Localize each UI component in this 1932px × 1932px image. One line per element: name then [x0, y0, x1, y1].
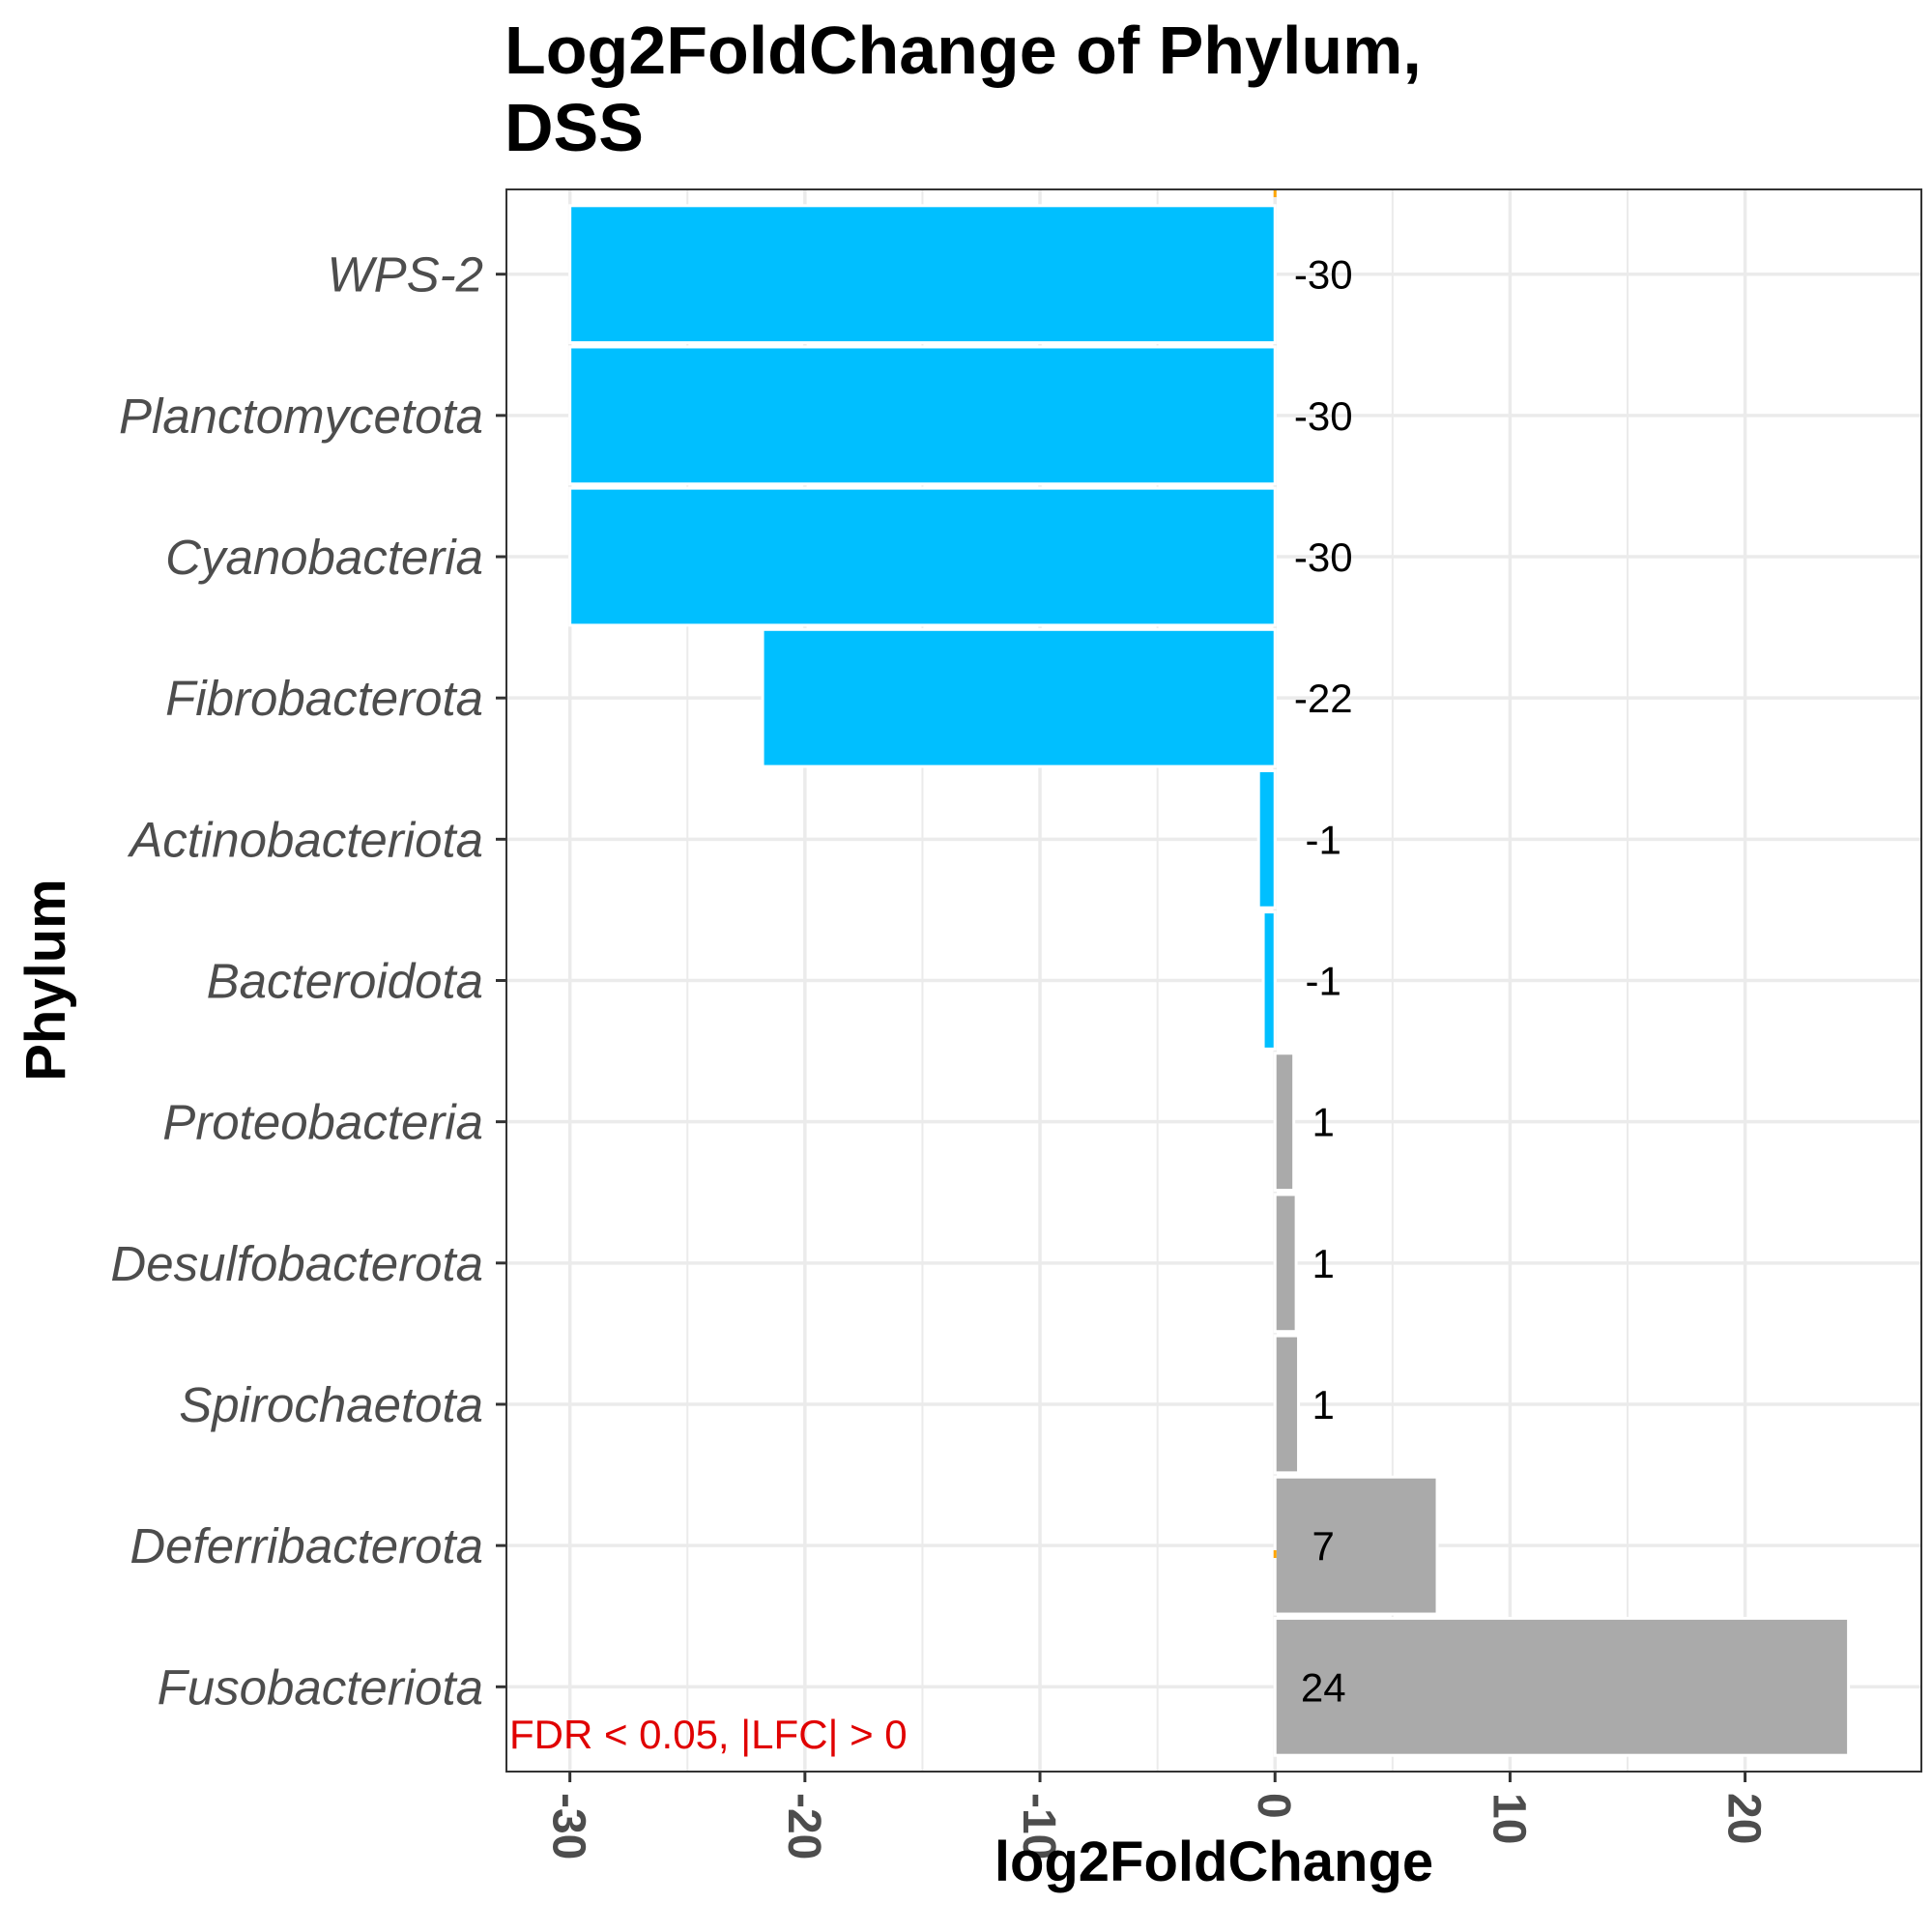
data-label: -30 [1294, 252, 1353, 298]
x-axis-title: log2FoldChange [995, 1831, 1433, 1893]
bar-cyanobacteria [568, 486, 1277, 627]
bar-fibrobacterota [761, 627, 1277, 768]
data-label: 24 [1301, 1664, 1346, 1710]
data-label: 7 [1312, 1523, 1335, 1569]
x-tick-label: 10 [1483, 1793, 1534, 1844]
y-tick-label: Deferribacterota [130, 1518, 483, 1573]
y-tick-label: Spirochaetota [179, 1377, 483, 1432]
y-tick-label: Fusobacteriota [158, 1659, 483, 1715]
bar-proteobacteria [1273, 1052, 1296, 1193]
chart-title-line-1: Log2FoldChange of Phylum, [505, 13, 1422, 88]
y-axis: WPS-2 Planctomycetota Cyanobacteria Fibroba… [110, 247, 506, 1715]
data-label: 1 [1312, 1241, 1335, 1286]
y-tick-label: Proteobacteria [162, 1095, 483, 1150]
bar-actinobacteriota [1256, 768, 1277, 909]
x-axis: -30 -20 -10 0 10 20 [543, 1772, 1770, 1860]
bar-fusobacteriota [1273, 1616, 1851, 1757]
x-tick-label: 20 [1718, 1793, 1770, 1844]
y-tick-label: Fibrobacterota [165, 671, 483, 726]
y-tick-label: Planctomycetota [119, 389, 483, 444]
bar-planctomycetota [568, 345, 1277, 486]
y-tick-label: Cyanobacteria [165, 530, 483, 585]
data-label: -22 [1294, 676, 1353, 721]
bars [568, 204, 1851, 1757]
bar-desulfobacterota [1273, 1193, 1298, 1334]
y-tick-label: WPS-2 [327, 247, 483, 303]
data-label: -1 [1306, 817, 1341, 862]
y-tick-label: Bacteroidota [207, 954, 483, 1009]
data-label: 1 [1312, 1100, 1335, 1145]
x-tick-label: 0 [1248, 1793, 1299, 1819]
data-labels: -30 -30 -30 -22 -1 -1 1 1 1 7 24 [1294, 252, 1353, 1711]
y-tick-label: Actinobacteriota [127, 812, 483, 867]
bar-bacteroidota [1261, 910, 1277, 1051]
significance-note: FDR < 0.05, |LFC| > 0 [509, 1712, 908, 1757]
data-label: 1 [1312, 1382, 1335, 1427]
bar-deferribacterota [1273, 1475, 1439, 1616]
x-tick-label: -30 [543, 1793, 594, 1860]
x-tick-label: -10 [1013, 1793, 1064, 1860]
y-axis-title: Phylum [14, 879, 77, 1081]
x-tick-label: -20 [778, 1793, 829, 1860]
data-label: -30 [1294, 534, 1353, 580]
bar-spirochaetota [1273, 1334, 1301, 1475]
bar-wps-2 [568, 204, 1277, 345]
data-label: -1 [1306, 959, 1341, 1004]
data-label: -30 [1294, 393, 1353, 439]
y-tick-label: Desulfobacterota [110, 1236, 483, 1291]
chart-title-line-2: DSS [505, 90, 644, 165]
